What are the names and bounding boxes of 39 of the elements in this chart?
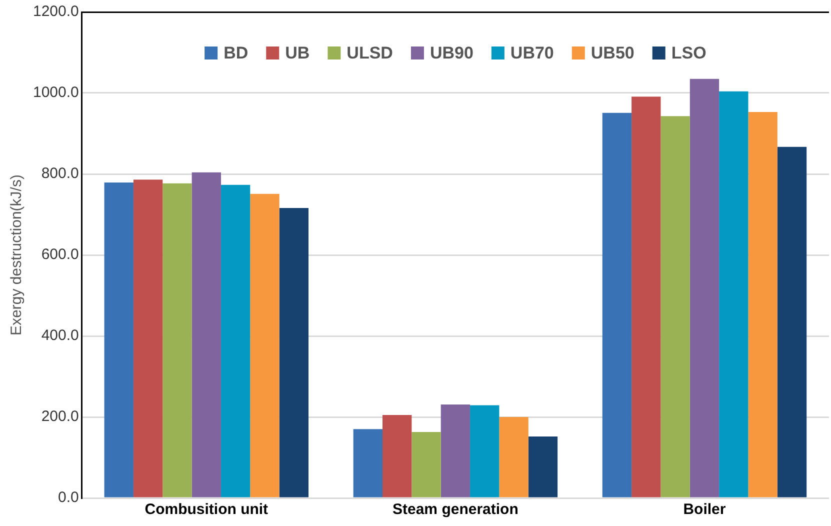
bar (440, 404, 470, 498)
y-tick-label: 1000.0 (32, 84, 79, 102)
x-tick-label: Boiler (683, 501, 726, 518)
y-tick-label: 0.0 (58, 489, 79, 506)
y-tick-label: 800.0 (41, 165, 79, 182)
bar (162, 183, 192, 498)
y-tick-label: 400.0 (41, 327, 79, 344)
bar (250, 194, 280, 498)
bar (412, 432, 441, 498)
y-tick-label: 200.0 (41, 408, 79, 426)
legend-label: UB50 (590, 44, 634, 63)
legend-label: ULSD (346, 44, 393, 63)
bar (192, 172, 221, 498)
bar (660, 116, 690, 498)
bar (499, 417, 528, 498)
bar (632, 96, 661, 498)
x-tick-label: Steam generation (392, 501, 518, 518)
x-tick-label: Combusition unit (144, 501, 268, 518)
y-tick-label: 1200.0 (32, 3, 79, 20)
bar (353, 429, 383, 498)
bar (602, 112, 632, 498)
legend-label: BD (224, 44, 248, 63)
bar (220, 184, 250, 498)
bar (719, 91, 748, 498)
legend-label: LSO (671, 44, 706, 63)
bar (382, 414, 412, 498)
bar (777, 146, 807, 498)
bar (748, 112, 778, 498)
bar (528, 436, 558, 498)
legend-label: UB (285, 44, 310, 63)
bar (133, 180, 163, 498)
legend-label: UB90 (430, 44, 474, 63)
bar (104, 182, 134, 498)
bar (690, 78, 720, 498)
y-tick-label: 600.0 (41, 246, 79, 264)
bar (470, 405, 500, 498)
legend-label: UB70 (510, 44, 554, 63)
y-axis-title: Exergy destruction(kJ/s) (8, 174, 26, 336)
bar (279, 208, 309, 498)
